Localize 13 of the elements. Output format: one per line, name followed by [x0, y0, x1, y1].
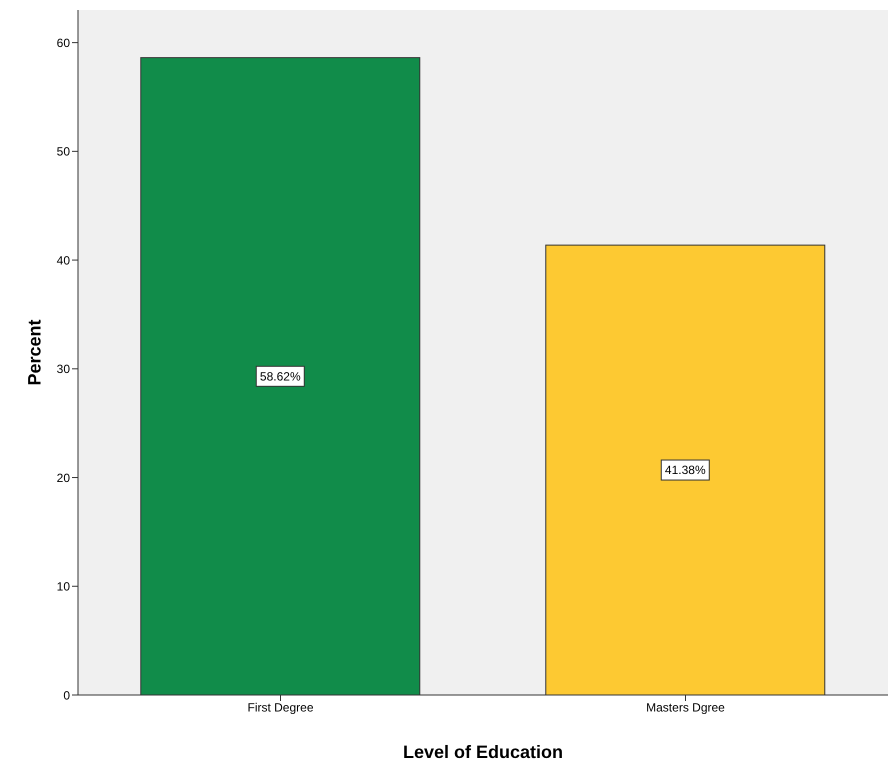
data-label: 58.62% — [260, 369, 301, 384]
y-tick-label: 50 — [56, 144, 70, 159]
y-tick-label: 20 — [56, 470, 70, 485]
data-label: 41.38% — [664, 463, 706, 478]
y-tick-label: 60 — [56, 36, 70, 50]
x-axis-title: Level of Education — [402, 742, 564, 760]
y-tick-label: 0 — [63, 688, 70, 702]
y-tick-label: 10 — [56, 580, 70, 594]
y-tick-label: 30 — [56, 362, 70, 376]
x-tick-label: First Degree — [247, 700, 314, 715]
y-tick-label: 40 — [56, 253, 70, 268]
y-axis-title: Percent — [24, 319, 44, 386]
x-tick-label: Masters Dgree — [646, 700, 726, 715]
